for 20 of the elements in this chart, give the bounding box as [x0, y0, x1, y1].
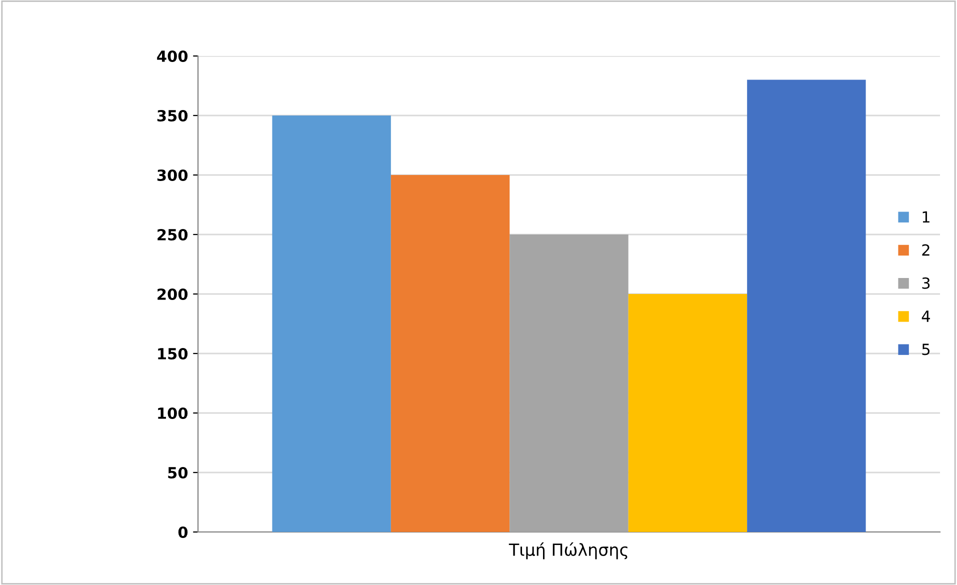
y-tick-label: 400	[157, 50, 188, 62]
y-tick-label: 300	[157, 169, 188, 182]
legend-label: 5	[922, 344, 930, 356]
legend-label: 3	[922, 277, 930, 289]
bar	[747, 80, 866, 532]
legend-label: 2	[922, 244, 930, 256]
legend-label: 4	[922, 310, 930, 322]
bar	[390, 175, 510, 532]
legend-label: 1	[922, 211, 930, 222]
y-tick-label: 50	[168, 466, 188, 479]
y-tick-label: 150	[158, 348, 188, 360]
y-tick-label: 200	[158, 288, 188, 300]
y-tick-label: 350	[157, 110, 188, 122]
bar	[510, 234, 628, 532]
y-tick-label: 250	[158, 228, 188, 241]
y-tick-label: 100	[158, 407, 188, 420]
y-tick-label: 0	[178, 526, 188, 538]
bar	[628, 294, 748, 532]
bar	[272, 116, 391, 532]
x-axis-title: Τιμή Πώλησης	[508, 542, 628, 560]
